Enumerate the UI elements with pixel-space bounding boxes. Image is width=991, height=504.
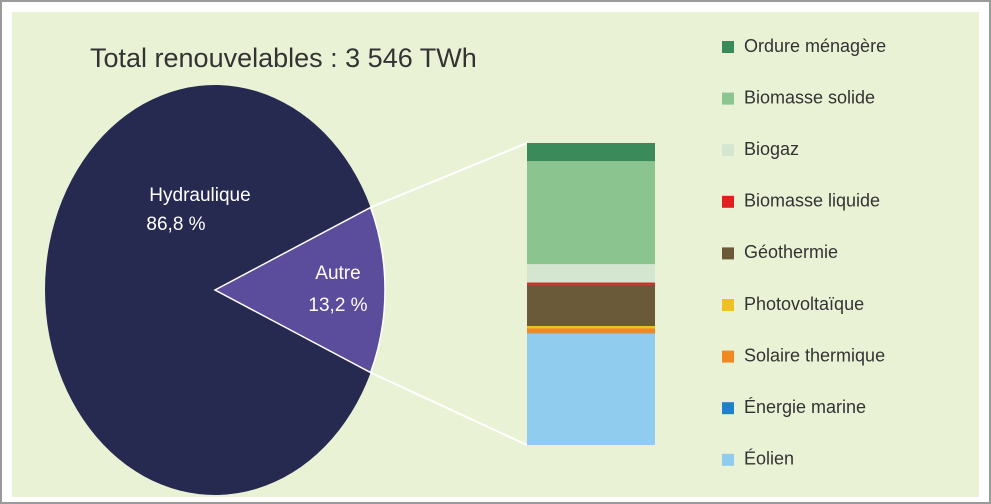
- bar-segment: [527, 161, 655, 265]
- legend-label: Ordure ménagère: [744, 36, 886, 56]
- slice-value-label: 13,2 %: [308, 295, 367, 316]
- bar-segment: [527, 326, 655, 329]
- bar-segment: [527, 284, 655, 327]
- legend-label: Photovoltaïque: [744, 294, 864, 314]
- bar-segment: [527, 143, 655, 162]
- legend-label: Biomasse liquide: [744, 191, 880, 211]
- chart-title: Total renouvelables : 3 546 TWh: [90, 43, 477, 73]
- slice-value-label: 86,8 %: [146, 214, 205, 235]
- legend-swatch: [722, 299, 734, 311]
- legend-swatch: [722, 92, 734, 105]
- legend-label: Biogaz: [744, 139, 799, 159]
- bar-segment: [527, 264, 655, 283]
- legend-label: Géothermie: [744, 242, 838, 262]
- pie-slice: [44, 85, 371, 496]
- bar-segment: [527, 328, 655, 333]
- legend-swatch: [722, 41, 734, 53]
- connector: [370, 142, 528, 209]
- bar-segment: [527, 282, 655, 285]
- connector: [370, 371, 528, 446]
- legend-swatch: [722, 453, 734, 466]
- legend-label: Biomasse solide: [744, 87, 875, 107]
- legend-label: Énergie marine: [744, 397, 866, 417]
- legend-swatch: [722, 247, 734, 260]
- pie-slice: [213, 206, 386, 374]
- bar-segment: [527, 333, 655, 445]
- slice-label: Autre: [315, 263, 360, 284]
- legend-swatch: [722, 350, 734, 363]
- legend-label: Éolien: [744, 449, 794, 469]
- legend-swatch: [722, 195, 734, 208]
- slice-label: Hydraulique: [149, 185, 250, 206]
- legend-swatch: [722, 144, 734, 157]
- legend-label: Solaire thermique: [744, 345, 885, 365]
- legend-swatch: [722, 402, 734, 415]
